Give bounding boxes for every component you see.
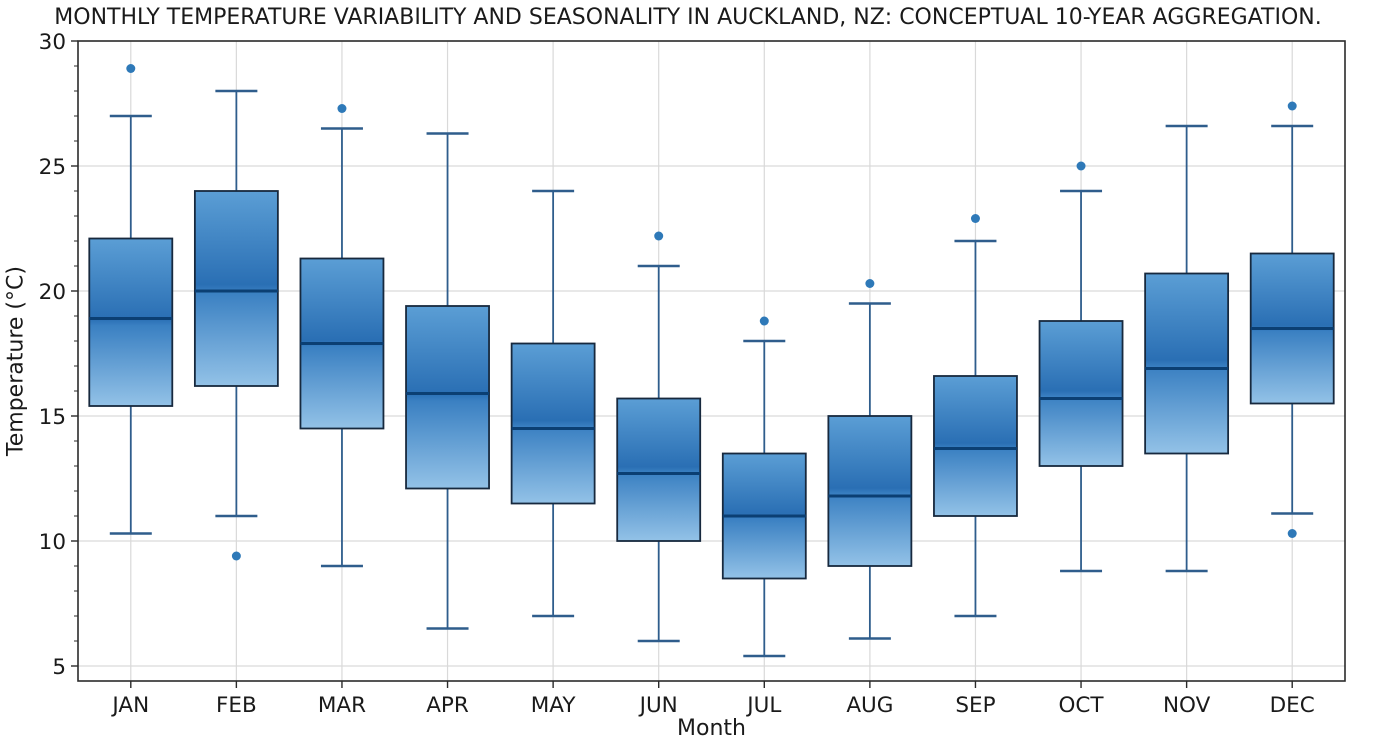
x-tick-label-jun: JUN — [638, 693, 678, 718]
box-feb — [193, 190, 279, 387]
x-tick-label-sep: SEP — [955, 693, 995, 718]
chart-title: MONTHLY TEMPERATURE VARIABILITY AND SEAS… — [54, 5, 1322, 30]
x-axis-label: Month — [677, 716, 746, 741]
box-may — [510, 342, 596, 505]
box-jun — [616, 397, 702, 542]
outlier-oct-0 — [1076, 161, 1086, 171]
box-apr — [405, 305, 490, 490]
x-tick-label-may: MAY — [531, 693, 577, 718]
plot-frame — [77, 40, 1346, 682]
box-jan — [88, 237, 174, 407]
x-tick-label-feb: FEB — [216, 693, 257, 718]
outlier-sep-0 — [970, 214, 980, 223]
box-sep — [933, 375, 1018, 517]
outlier-dec-0 — [1287, 101, 1297, 111]
y-tick-label-20: 20 — [39, 280, 66, 305]
y-tick-label-15: 15 — [39, 405, 66, 430]
x-tick-label-dec: DEC — [1270, 693, 1315, 718]
y-tick-label-25: 25 — [39, 155, 66, 180]
outlier-jun-0 — [654, 231, 664, 241]
outlier-feb-0 — [231, 551, 241, 561]
x-tick-label-nov: NOV — [1163, 693, 1211, 718]
outlier-aug-0 — [865, 279, 875, 288]
x-tick-label-jan: JAN — [110, 693, 149, 718]
x-tick-label-oct: OCT — [1059, 693, 1105, 718]
x-tick-label-jul: JUL — [745, 693, 781, 718]
outlier-jul-0 — [759, 316, 769, 326]
outlier-mar-0 — [337, 104, 347, 113]
x-tick-label-aug: AUG — [846, 693, 893, 718]
y-tick-label-10: 10 — [39, 530, 66, 555]
x-tick-label-mar: MAR — [318, 693, 366, 718]
x-tick-label-apr: APR — [426, 693, 469, 718]
y-tick-label-30: 30 — [39, 30, 66, 55]
outlier-jan-0 — [126, 64, 136, 73]
box-oct — [1038, 320, 1124, 467]
y-tick-label-5: 5 — [52, 655, 66, 680]
box-aug — [827, 415, 913, 567]
box-nov — [1144, 272, 1230, 455]
outlier-dec-1 — [1287, 529, 1297, 538]
